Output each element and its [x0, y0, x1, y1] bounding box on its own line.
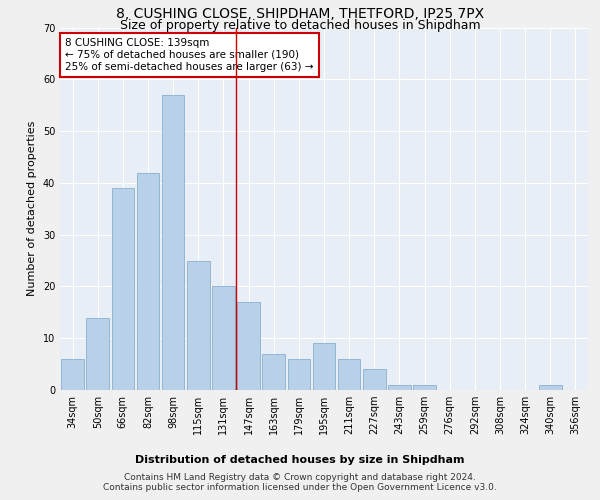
Bar	[388, 385, 411, 390]
Bar	[313, 344, 335, 390]
Bar	[187, 260, 209, 390]
Bar	[363, 370, 386, 390]
Bar	[162, 95, 184, 390]
Bar	[61, 359, 84, 390]
Bar	[262, 354, 285, 390]
Bar	[137, 172, 160, 390]
Y-axis label: Number of detached properties: Number of detached properties	[27, 121, 37, 296]
Bar	[413, 385, 436, 390]
Bar	[539, 385, 562, 390]
Text: 8, CUSHING CLOSE, SHIPDHAM, THETFORD, IP25 7PX: 8, CUSHING CLOSE, SHIPDHAM, THETFORD, IP…	[116, 8, 484, 22]
Text: Contains HM Land Registry data © Crown copyright and database right 2024.
Contai: Contains HM Land Registry data © Crown c…	[103, 473, 497, 492]
Bar	[112, 188, 134, 390]
Bar	[237, 302, 260, 390]
Text: Distribution of detached houses by size in Shipdham: Distribution of detached houses by size …	[135, 455, 465, 465]
Text: 8 CUSHING CLOSE: 139sqm
← 75% of detached houses are smaller (190)
25% of semi-d: 8 CUSHING CLOSE: 139sqm ← 75% of detache…	[65, 38, 314, 72]
Bar	[212, 286, 235, 390]
Text: Size of property relative to detached houses in Shipdham: Size of property relative to detached ho…	[119, 19, 481, 32]
Bar	[287, 359, 310, 390]
Bar	[86, 318, 109, 390]
Bar	[338, 359, 361, 390]
